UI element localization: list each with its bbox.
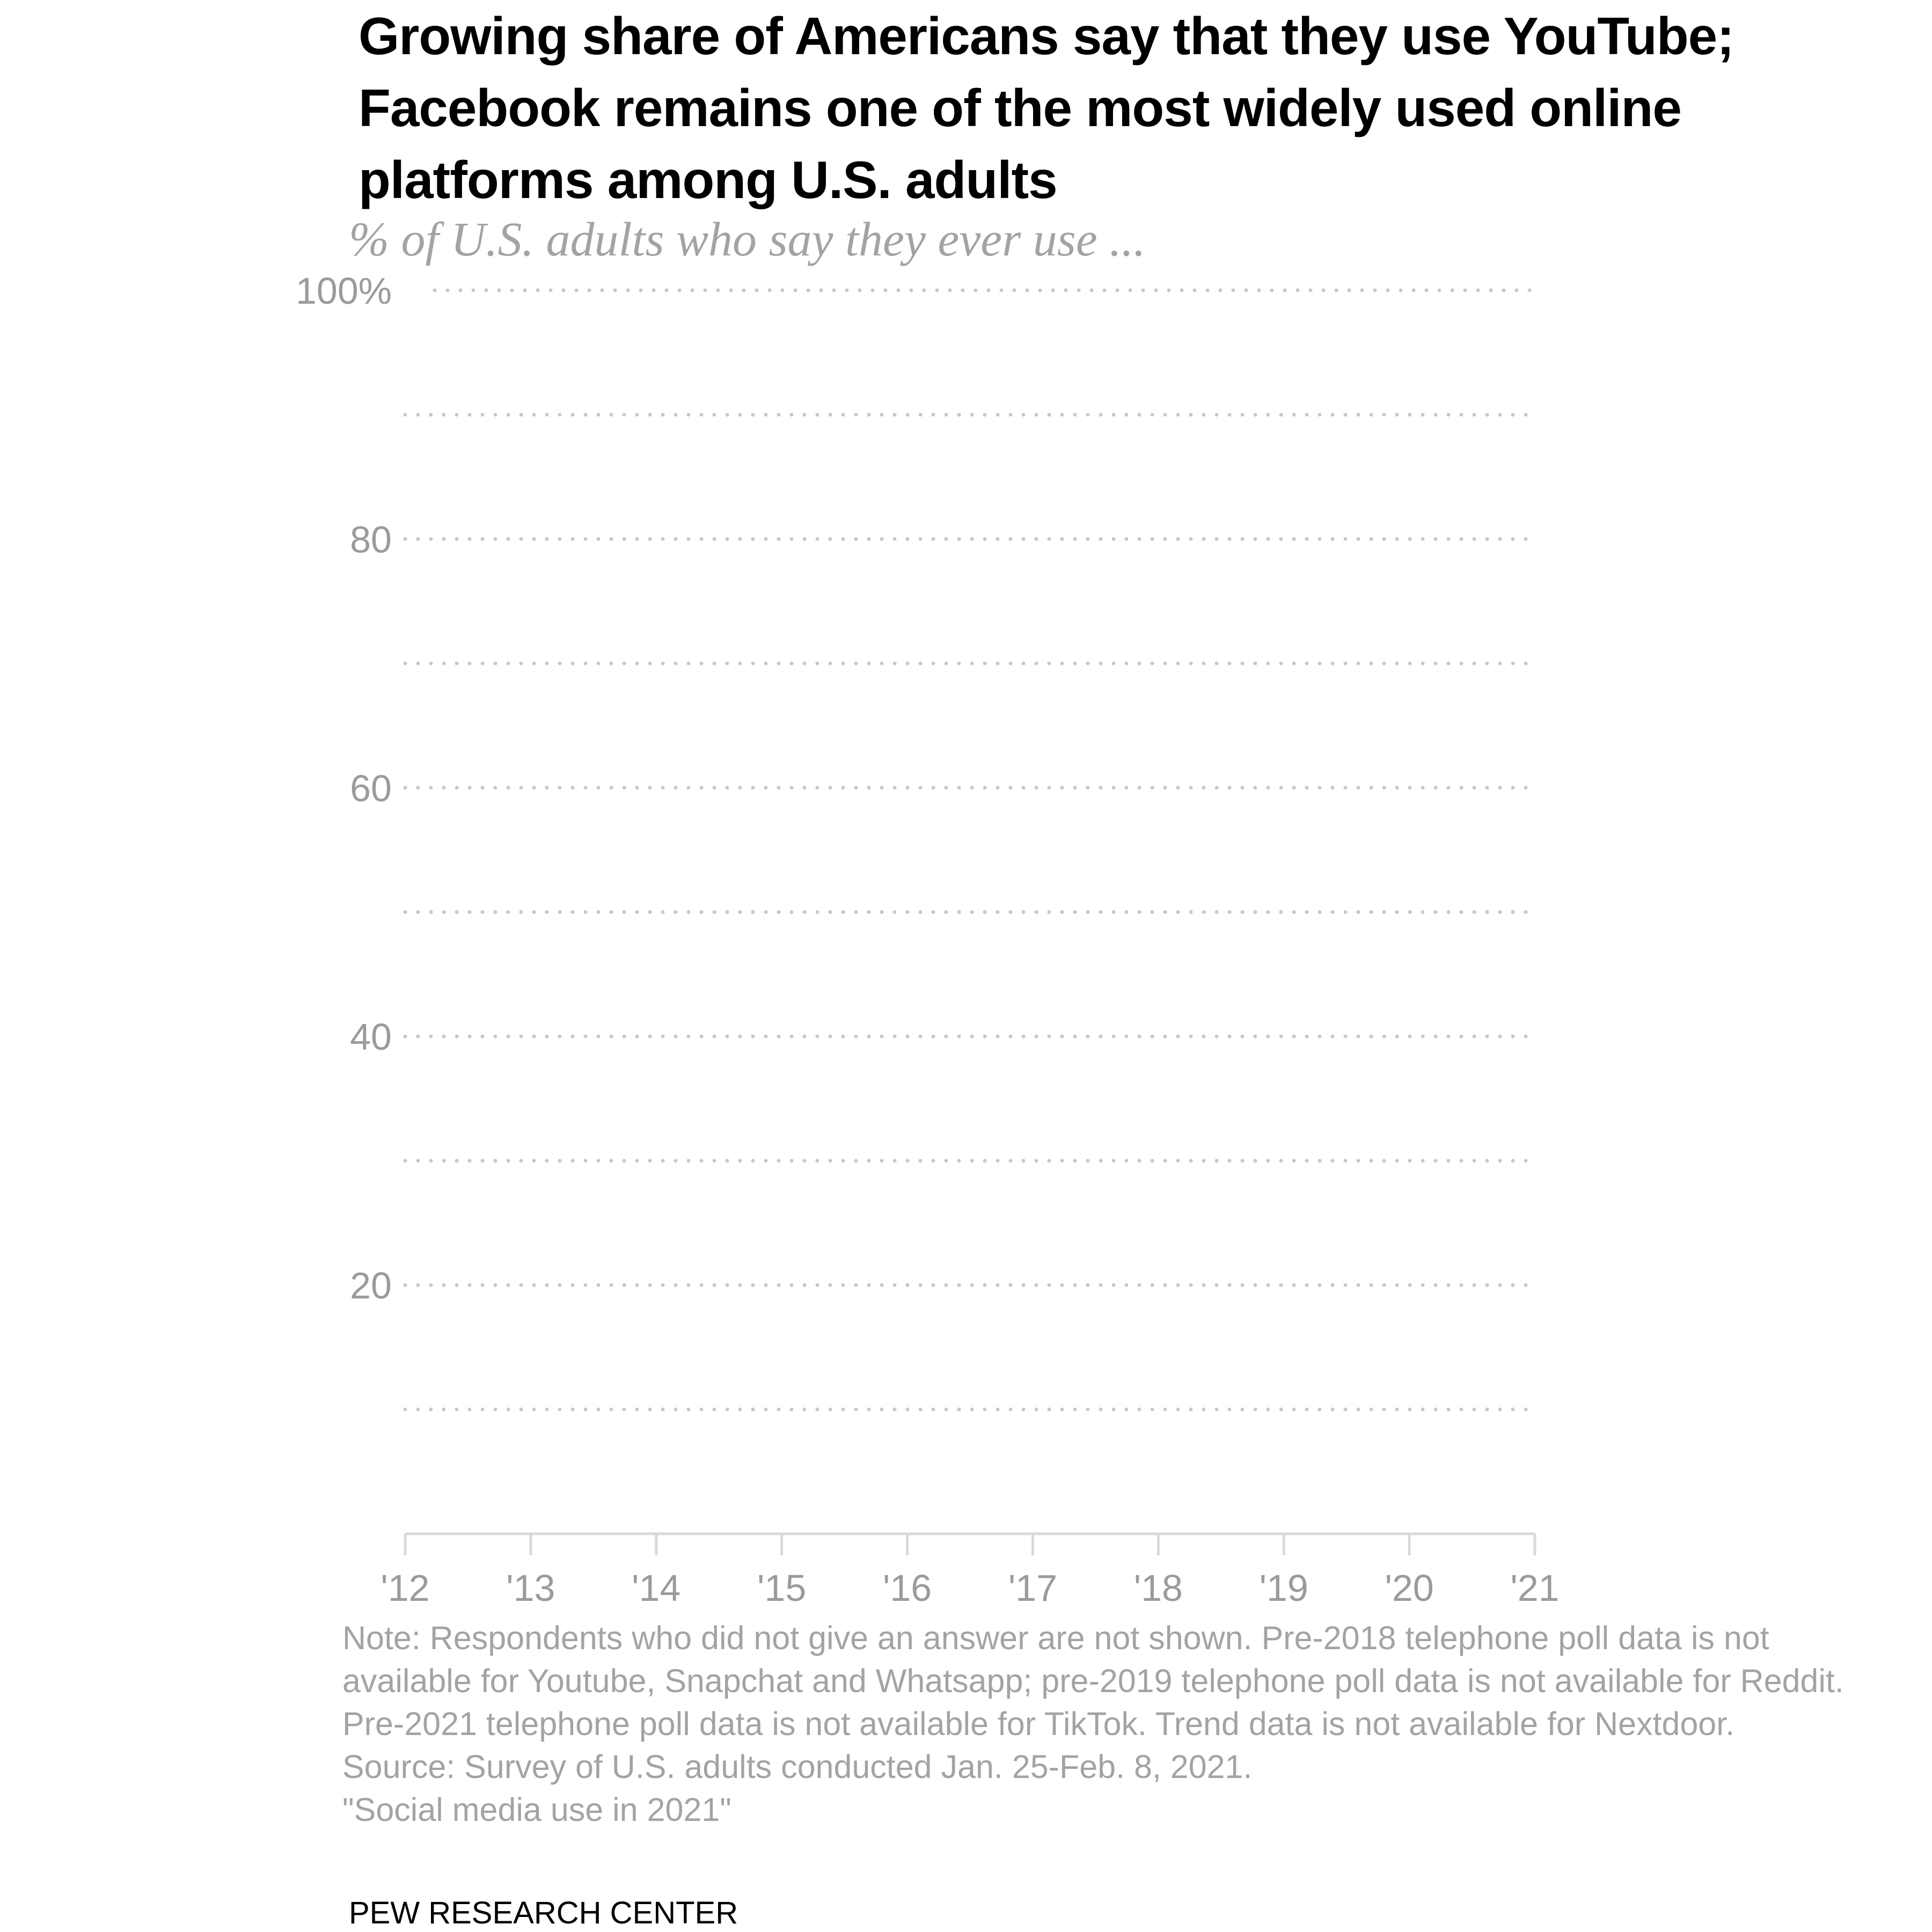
chart-subtitle: % of U.S. adults who say they ever use .… bbox=[349, 213, 1146, 266]
y-tick-label-20: 20 bbox=[350, 1265, 392, 1307]
gridlines bbox=[403, 288, 1537, 1411]
chart-notes: Note: Respondents who did not give an an… bbox=[342, 1616, 1899, 1831]
report-title: "Social media use in 2021" bbox=[342, 1791, 731, 1828]
y-tick-label-60: 60 bbox=[350, 767, 392, 809]
source-text: Source: Survey of U.S. adults conducted … bbox=[342, 1748, 1253, 1785]
x-tick-label-2021: '21 bbox=[1510, 1567, 1559, 1609]
y-axis-labels: 100% 80 60 40 20 bbox=[296, 270, 392, 1307]
y-tick-label-40: 40 bbox=[350, 1016, 392, 1058]
x-tick-label-2018: '18 bbox=[1134, 1567, 1183, 1609]
y-tick-label-80: 80 bbox=[350, 518, 392, 560]
x-tick-label-2015: '15 bbox=[757, 1567, 806, 1609]
x-tick-label-2017: '17 bbox=[1008, 1567, 1057, 1609]
x-tick-label-2019: '19 bbox=[1260, 1567, 1308, 1609]
brand-logo-text: PEW RESEARCH CENTER bbox=[349, 1896, 738, 1930]
x-tick-label-2012: '12 bbox=[380, 1567, 429, 1609]
chart-title: Growing share of Americans say that they… bbox=[358, 6, 1735, 209]
note-text: Note: Respondents who did not give an an… bbox=[342, 1620, 1844, 1742]
x-axis bbox=[404, 1532, 1536, 1555]
x-tick-label-2014: '14 bbox=[632, 1567, 680, 1609]
y-tick-label-100: 100% bbox=[296, 270, 392, 312]
x-tick-label-2020: '20 bbox=[1385, 1567, 1433, 1609]
x-axis-labels: '12 '13 '14 '15 '16 '17 '18 '19 '20 '21 bbox=[380, 1567, 1559, 1609]
x-tick-label-2016: '16 bbox=[883, 1567, 932, 1609]
x-tick-label-2013: '13 bbox=[506, 1567, 555, 1609]
